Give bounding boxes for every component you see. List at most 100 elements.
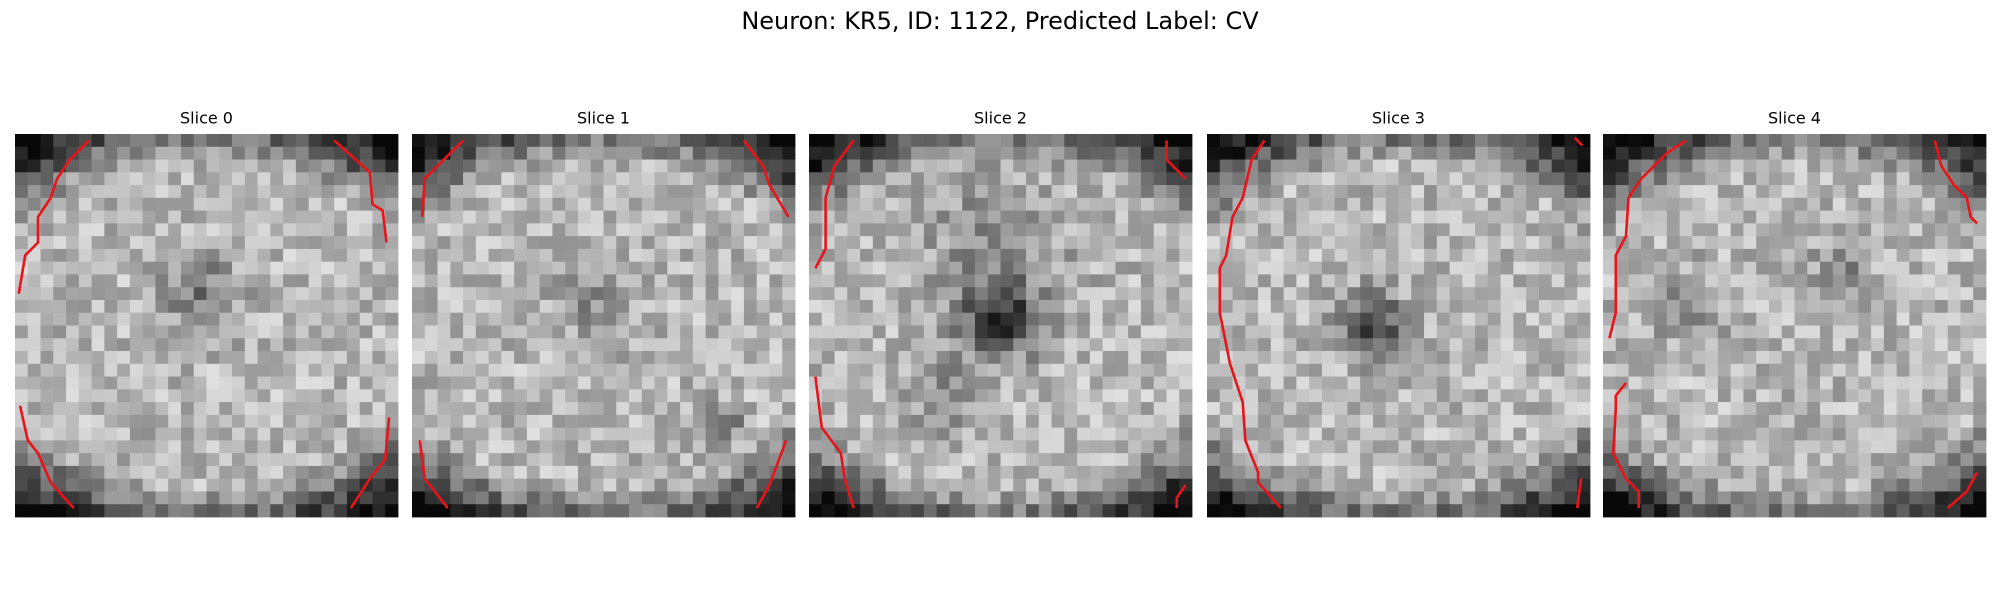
pixel <box>911 414 925 429</box>
pixel <box>1462 389 1476 403</box>
pixel <box>1934 325 1949 339</box>
pixel <box>270 414 284 429</box>
pixel <box>1449 236 1463 250</box>
pixel <box>1705 299 1719 314</box>
pixel <box>1922 427 1936 441</box>
pixel <box>1258 274 1272 288</box>
pixel <box>270 478 284 492</box>
pixel <box>1283 172 1297 186</box>
pixel <box>987 248 1001 263</box>
pixel <box>1666 299 1680 314</box>
pixel <box>117 197 131 211</box>
pixel <box>1743 185 1757 199</box>
pixel <box>1207 274 1221 288</box>
pixel <box>1207 478 1221 492</box>
pixel <box>1398 491 1412 505</box>
pixel <box>1845 312 1859 326</box>
pixel <box>718 389 732 403</box>
pixel <box>1564 248 1578 263</box>
pixel <box>1820 427 1834 441</box>
pixel <box>860 325 874 339</box>
pixel <box>1487 185 1502 199</box>
pixel <box>603 299 617 314</box>
pixel <box>1372 146 1387 160</box>
pixel <box>424 185 438 199</box>
pixel <box>1000 287 1014 301</box>
pixel <box>860 312 874 326</box>
pixel <box>1334 440 1348 454</box>
pixel <box>1679 134 1693 148</box>
pixel <box>1973 248 1987 263</box>
pixel <box>1679 440 1693 454</box>
pixel <box>308 248 322 263</box>
contour <box>418 440 449 509</box>
pixel <box>1089 363 1104 377</box>
pixel <box>1692 287 1706 301</box>
pixel <box>974 363 989 377</box>
pixel <box>923 427 938 441</box>
pixel <box>437 223 451 237</box>
pixel <box>1140 223 1155 237</box>
pixel <box>1692 465 1706 480</box>
pixel <box>1526 504 1540 518</box>
pixel <box>1615 134 1629 148</box>
pixel <box>949 299 963 314</box>
pixel <box>898 376 912 390</box>
pixel <box>1398 197 1412 211</box>
pixel <box>590 223 604 237</box>
pixel <box>1128 210 1142 224</box>
pixel <box>1807 299 1821 314</box>
pixel <box>1807 261 1821 275</box>
pixel <box>1538 134 1553 148</box>
slice-title: Slice 1 <box>577 109 630 128</box>
pixel <box>1883 504 1898 518</box>
pixel <box>155 248 169 263</box>
pixel <box>526 389 541 403</box>
pixel <box>1692 236 1706 250</box>
pixel <box>1487 338 1502 352</box>
pixel <box>1692 159 1706 173</box>
pixel <box>629 287 643 301</box>
pixel <box>424 338 438 352</box>
pixel <box>1077 312 1091 326</box>
pixel <box>91 427 105 441</box>
pixel <box>1538 223 1553 237</box>
pixel <box>974 491 989 505</box>
pixel <box>1436 274 1450 288</box>
pixel <box>168 402 182 416</box>
pixel <box>1781 440 1795 454</box>
pixel <box>743 210 758 224</box>
pixel <box>577 504 592 518</box>
pixel <box>1934 376 1949 390</box>
pixel <box>898 299 912 314</box>
pixel <box>168 363 182 377</box>
pixel <box>1089 134 1104 148</box>
pixel <box>680 223 694 237</box>
pixel <box>257 427 271 441</box>
pixel <box>1768 299 1783 314</box>
pixel <box>1654 363 1668 377</box>
pixel <box>1179 197 1193 211</box>
pixel <box>1807 402 1821 416</box>
pixel <box>1360 440 1374 454</box>
pixel <box>1436 248 1450 263</box>
pixel <box>680 325 694 339</box>
pixel <box>1179 351 1193 365</box>
pixel <box>616 197 630 211</box>
pixel <box>1743 134 1757 148</box>
pixel <box>809 236 823 250</box>
pixel <box>412 478 426 492</box>
pixel <box>1398 159 1412 173</box>
pixel <box>731 478 745 492</box>
pixel <box>78 248 92 263</box>
pixel <box>78 223 92 237</box>
pixel <box>1296 376 1310 390</box>
pixel <box>552 491 566 505</box>
pixel <box>1768 427 1783 441</box>
pixel <box>488 465 502 480</box>
pixel <box>1820 478 1834 492</box>
pixel <box>898 210 912 224</box>
pixel <box>437 248 451 263</box>
pixel <box>860 504 874 518</box>
pixel <box>552 134 566 148</box>
